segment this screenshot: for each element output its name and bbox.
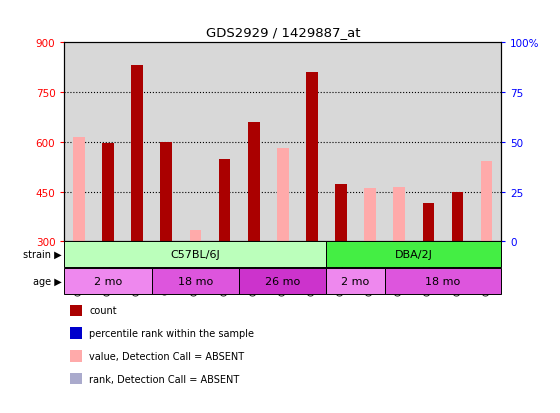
Bar (102, 143, 114, 242)
Bar (64, 268, 152, 294)
Bar (452, 192, 463, 242)
Bar (161, 143, 172, 242)
Bar (481, 161, 492, 242)
Bar (239, 268, 326, 294)
Text: C57BL/6J: C57BL/6J (171, 249, 220, 259)
Text: DBA/2J: DBA/2J (395, 249, 433, 259)
Bar (190, 230, 201, 242)
Bar (132, 66, 143, 242)
Text: GDS2929 / 1429887_at: GDS2929 / 1429887_at (206, 26, 360, 39)
Bar (64, 242, 326, 267)
Bar (248, 123, 259, 242)
Bar (277, 148, 288, 242)
Text: value, Detection Call = ABSENT: value, Detection Call = ABSENT (89, 351, 244, 361)
Bar (365, 188, 376, 242)
Bar (306, 73, 318, 242)
Text: 26 mo: 26 mo (265, 276, 300, 286)
Text: count: count (89, 306, 116, 316)
Bar (335, 185, 347, 242)
Text: 2 mo: 2 mo (94, 276, 122, 286)
Text: percentile rank within the sample: percentile rank within the sample (89, 328, 254, 338)
Bar (326, 242, 501, 267)
Bar (385, 268, 501, 294)
Bar (152, 268, 239, 294)
Bar (326, 268, 385, 294)
Bar (73, 138, 85, 242)
Text: 2 mo: 2 mo (342, 276, 370, 286)
Text: 18 mo: 18 mo (178, 276, 213, 286)
Text: rank, Detection Call = ABSENT: rank, Detection Call = ABSENT (89, 374, 239, 384)
Bar (219, 160, 230, 242)
Text: strain ▶: strain ▶ (23, 249, 62, 259)
Text: age ▶: age ▶ (33, 276, 62, 286)
Text: 18 mo: 18 mo (426, 276, 460, 286)
Bar (423, 204, 434, 242)
Bar (394, 188, 405, 242)
